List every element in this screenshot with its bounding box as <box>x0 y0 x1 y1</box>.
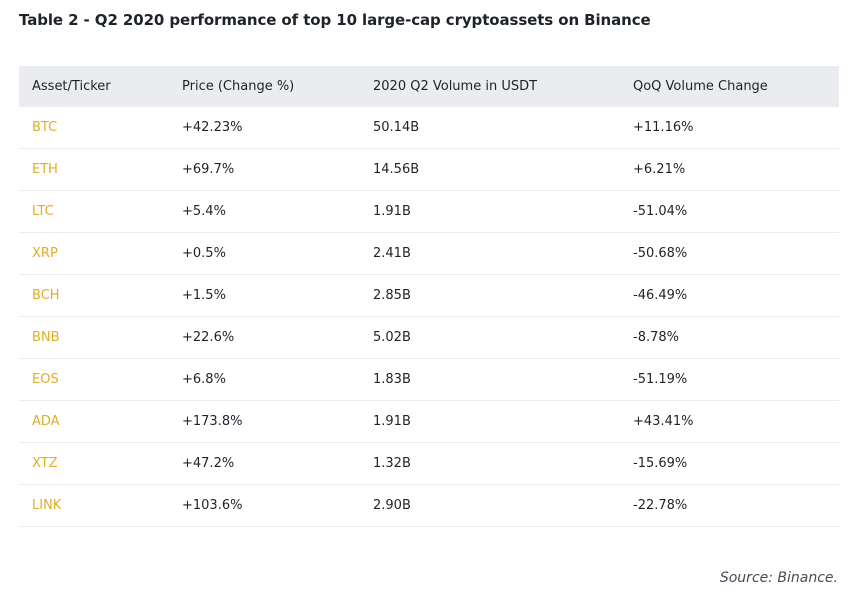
table-row: ADA +173.8% 1.91B +43.41% <box>19 400 839 443</box>
source-note: Source: Binance. <box>719 570 838 586</box>
volume-cell: 14.56B <box>373 148 633 191</box>
table-row: BTC +42.23% 50.14B +11.16% <box>19 107 839 149</box>
ticker-cell[interactable]: XTZ <box>19 442 182 485</box>
table-title: Table 2 - Q2 2020 performance of top 10 … <box>19 11 651 29</box>
ticker-cell[interactable]: BCH <box>19 274 182 317</box>
table-row: LINK +103.6% 2.90B -22.78% <box>19 484 839 527</box>
price-change-cell: +0.5% <box>182 232 373 275</box>
price-change-cell: +47.2% <box>182 442 373 485</box>
ticker-cell[interactable]: LINK <box>19 484 182 527</box>
table-row: LTC +5.4% 1.91B -51.04% <box>19 190 839 233</box>
price-change-cell: +173.8% <box>182 400 373 443</box>
header-price-change: Price (Change %) <box>182 66 373 107</box>
price-change-cell: +22.6% <box>182 316 373 359</box>
performance-table: Asset/Ticker Price (Change %) 2020 Q2 Vo… <box>19 66 839 527</box>
table-row: EOS +6.8% 1.83B -51.19% <box>19 358 839 401</box>
ticker-cell[interactable]: EOS <box>19 358 182 401</box>
header-q2-volume: 2020 Q2 Volume in USDT <box>373 66 633 107</box>
ticker-cell[interactable]: ETH <box>19 148 182 191</box>
header-asset-ticker: Asset/Ticker <box>19 66 182 107</box>
ticker-cell[interactable]: XRP <box>19 232 182 275</box>
volume-cell: 2.41B <box>373 232 633 275</box>
volume-cell: 5.02B <box>373 316 633 359</box>
qoq-change-cell: -8.78% <box>633 316 839 359</box>
price-change-cell: +6.8% <box>182 358 373 401</box>
qoq-change-cell: +11.16% <box>633 107 839 149</box>
price-change-cell: +42.23% <box>182 107 373 149</box>
volume-cell: 2.90B <box>373 484 633 527</box>
price-change-cell: +69.7% <box>182 148 373 191</box>
table-row: ETH +69.7% 14.56B +6.21% <box>19 148 839 191</box>
ticker-cell[interactable]: ADA <box>19 400 182 443</box>
qoq-change-cell: -50.68% <box>633 232 839 275</box>
ticker-cell[interactable]: BNB <box>19 316 182 359</box>
qoq-change-cell: +43.41% <box>633 400 839 443</box>
volume-cell: 2.85B <box>373 274 633 317</box>
ticker-cell[interactable]: LTC <box>19 190 182 233</box>
table-row: XRP +0.5% 2.41B -50.68% <box>19 232 839 275</box>
ticker-cell[interactable]: BTC <box>19 107 182 149</box>
price-change-cell: +103.6% <box>182 484 373 527</box>
qoq-change-cell: -51.19% <box>633 358 839 401</box>
volume-cell: 1.91B <box>373 400 633 443</box>
volume-cell: 1.91B <box>373 190 633 233</box>
volume-cell: 1.83B <box>373 358 633 401</box>
qoq-change-cell: +6.21% <box>633 148 839 191</box>
qoq-change-cell: -46.49% <box>633 274 839 317</box>
price-change-cell: +1.5% <box>182 274 373 317</box>
table-row: BNB +22.6% 5.02B -8.78% <box>19 316 839 359</box>
volume-cell: 50.14B <box>373 107 633 149</box>
qoq-change-cell: -15.69% <box>633 442 839 485</box>
price-change-cell: +5.4% <box>182 190 373 233</box>
qoq-change-cell: -51.04% <box>633 190 839 233</box>
qoq-change-cell: -22.78% <box>633 484 839 527</box>
header-qoq-volume-change: QoQ Volume Change <box>633 66 839 107</box>
table-row: XTZ +47.2% 1.32B -15.69% <box>19 442 839 485</box>
volume-cell: 1.32B <box>373 442 633 485</box>
table-header-row: Asset/Ticker Price (Change %) 2020 Q2 Vo… <box>19 66 839 107</box>
table-row: BCH +1.5% 2.85B -46.49% <box>19 274 839 317</box>
